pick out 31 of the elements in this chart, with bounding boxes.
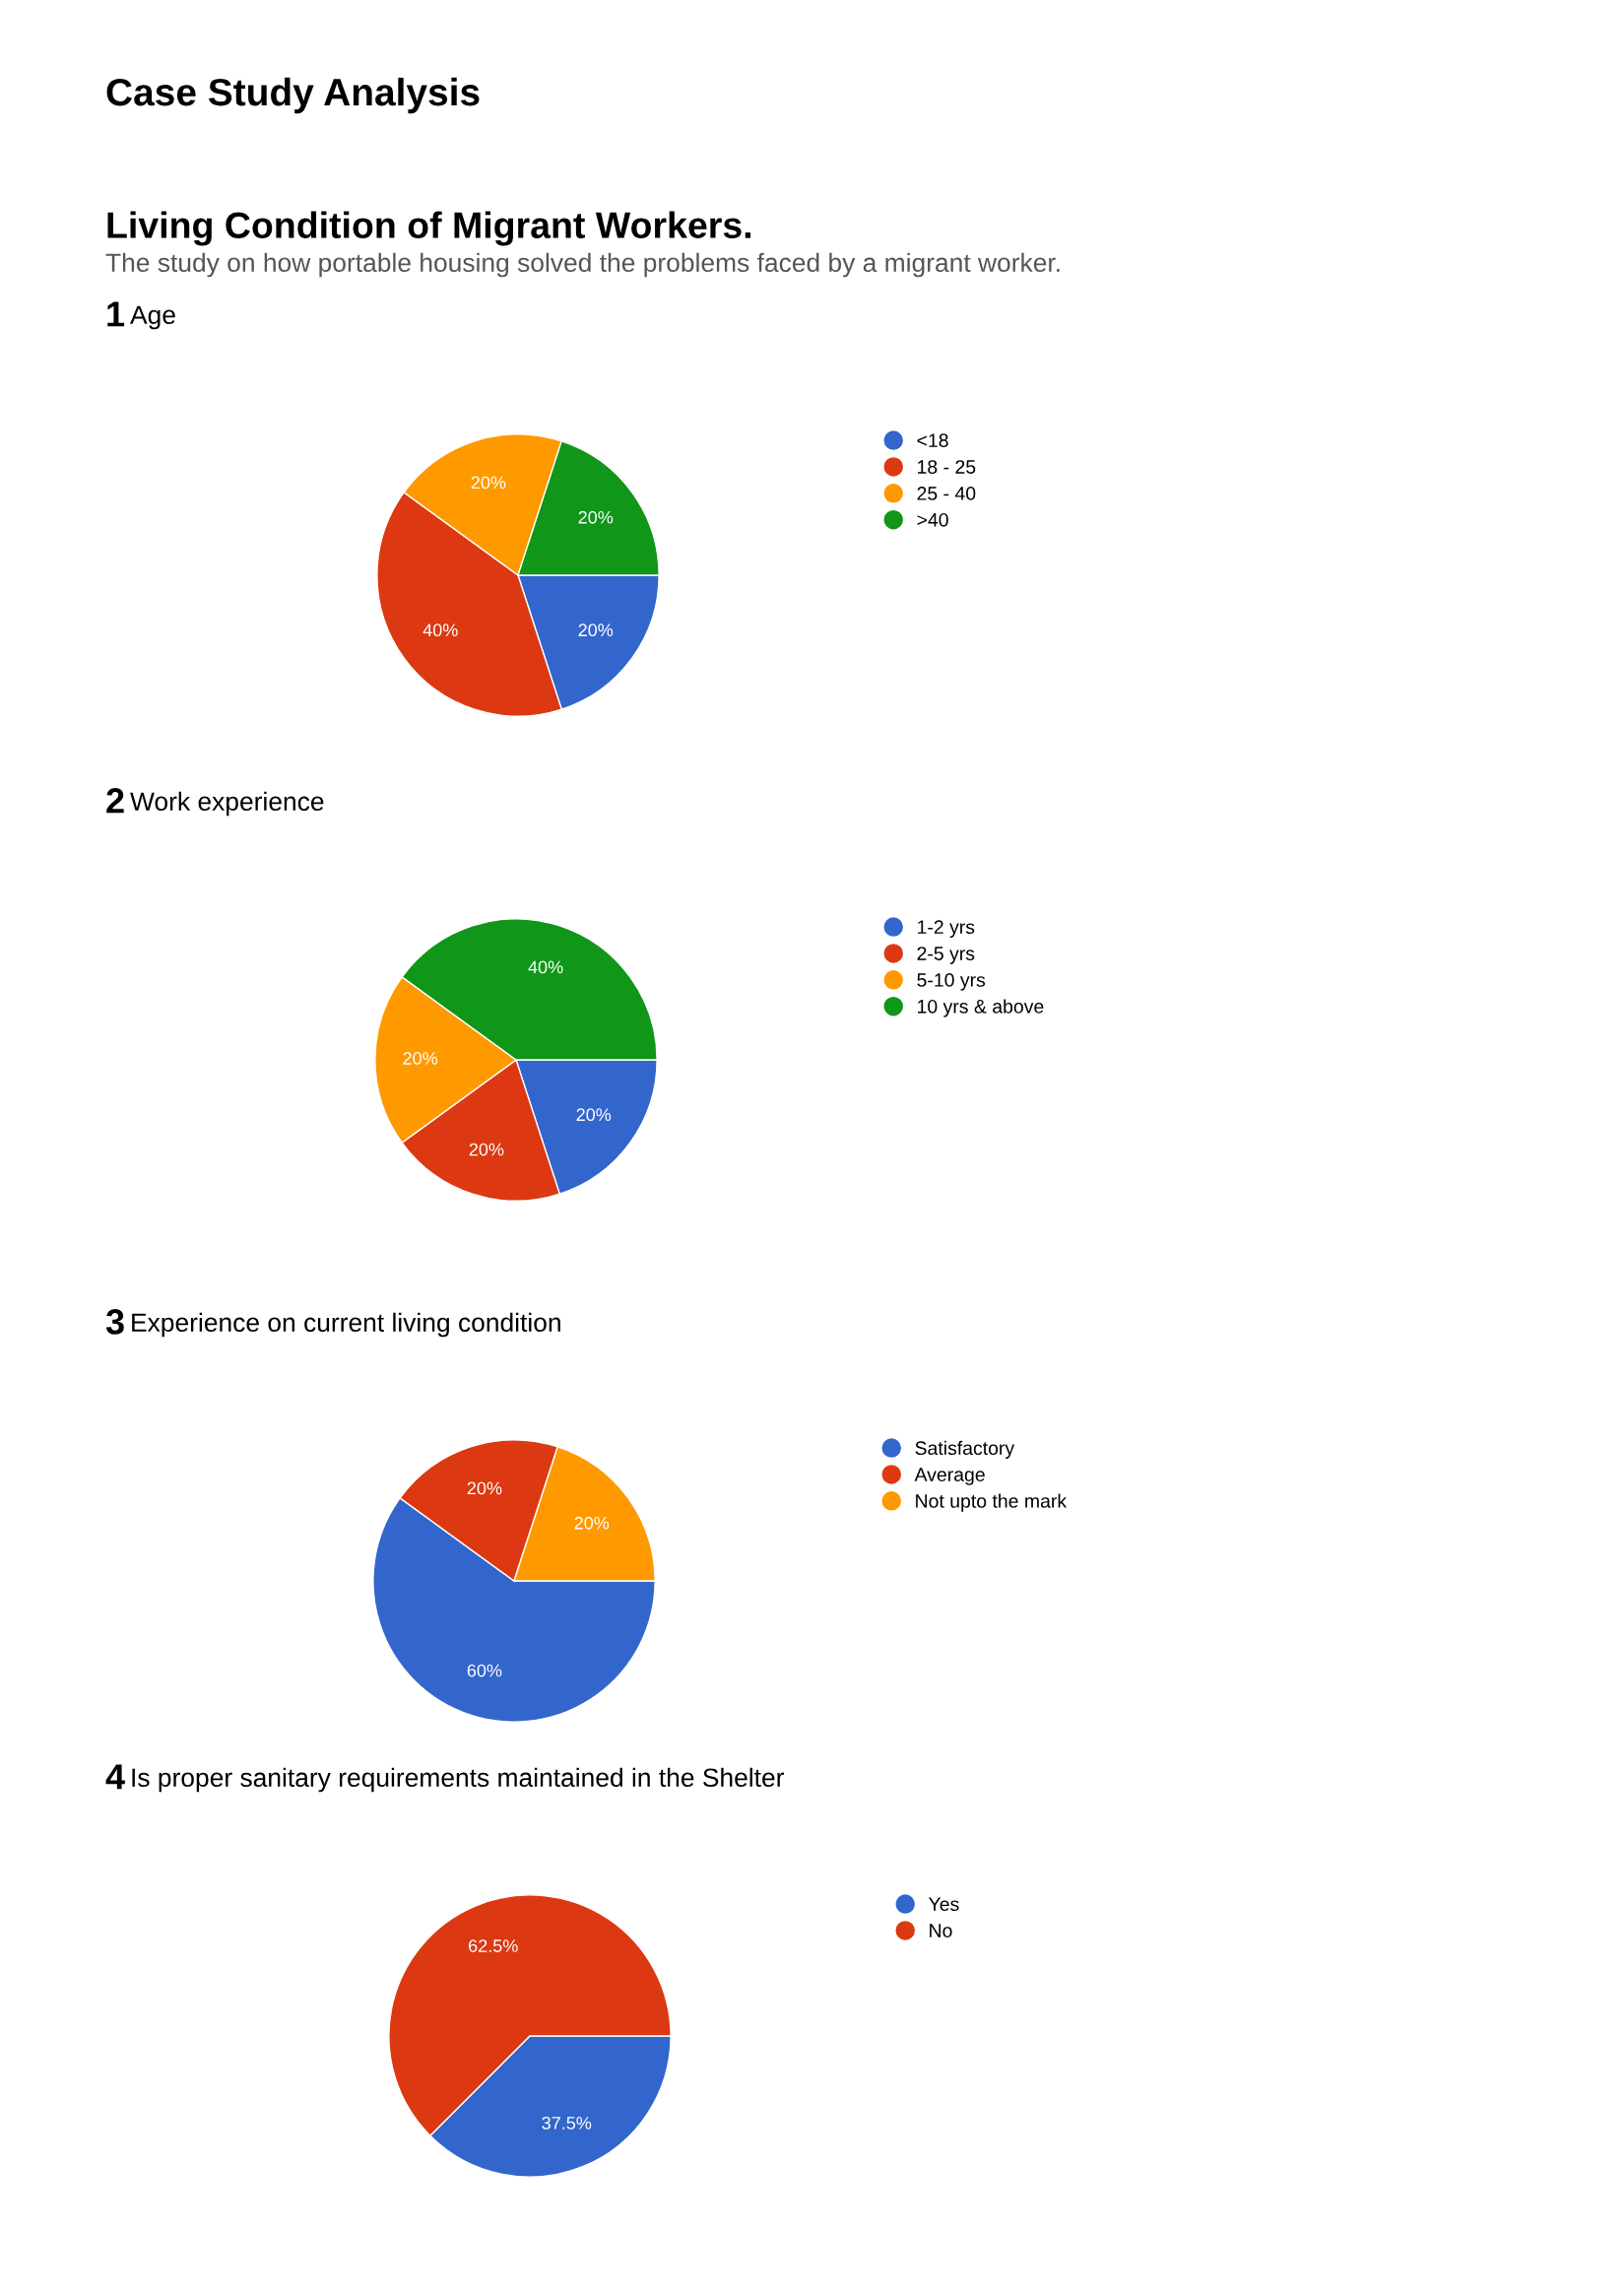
legend-label: Satisfactory xyxy=(915,1440,1015,1459)
legend-label: >40 xyxy=(917,512,948,527)
legend-label: No xyxy=(930,1924,952,1937)
legend-label: Yes xyxy=(928,1897,959,1912)
legend-label: 5-10 yrs xyxy=(917,973,986,991)
legend-label: Not upto the mark xyxy=(916,1493,1068,1512)
data-label: 60% xyxy=(467,1664,502,1677)
data-label: 20% xyxy=(471,476,506,490)
data-label: 20% xyxy=(576,1108,612,1122)
legend-label: 10 yrs & above xyxy=(918,999,1044,1017)
data-label: 20% xyxy=(574,1516,610,1530)
data-label: 40% xyxy=(422,623,458,637)
data-label: 37.5% xyxy=(542,2116,592,2130)
data-label: 20% xyxy=(578,510,614,524)
chart-title: 3 Experience on current living condition xyxy=(105,1309,560,1338)
legend-label: 25 - 40 xyxy=(917,487,976,500)
legend-label: 2-5 yrs xyxy=(917,947,975,964)
text: Case Study Analysis xyxy=(106,77,480,114)
legend-label: 1-2 yrs xyxy=(918,920,975,938)
data-label: 40% xyxy=(528,960,563,974)
data-label: 20% xyxy=(469,1143,504,1156)
data-label: 20% xyxy=(578,623,614,637)
legend-label: <18 xyxy=(917,433,948,448)
data-label: 20% xyxy=(467,1481,502,1495)
data-label: 20% xyxy=(403,1052,438,1065)
legend-label: 18 - 25 xyxy=(918,460,976,474)
text: Living Condition of Migrant Workers. xyxy=(107,211,751,246)
data-label: 62.5% xyxy=(469,1939,518,1952)
text: The study on how portable housing solved the problems faced by a migrant worker. xyxy=(105,252,1060,278)
chart-title: 4 Is proper sanitary requirements maintained in the Shelter xyxy=(105,1764,785,1793)
legend-label: Average xyxy=(914,1468,985,1485)
